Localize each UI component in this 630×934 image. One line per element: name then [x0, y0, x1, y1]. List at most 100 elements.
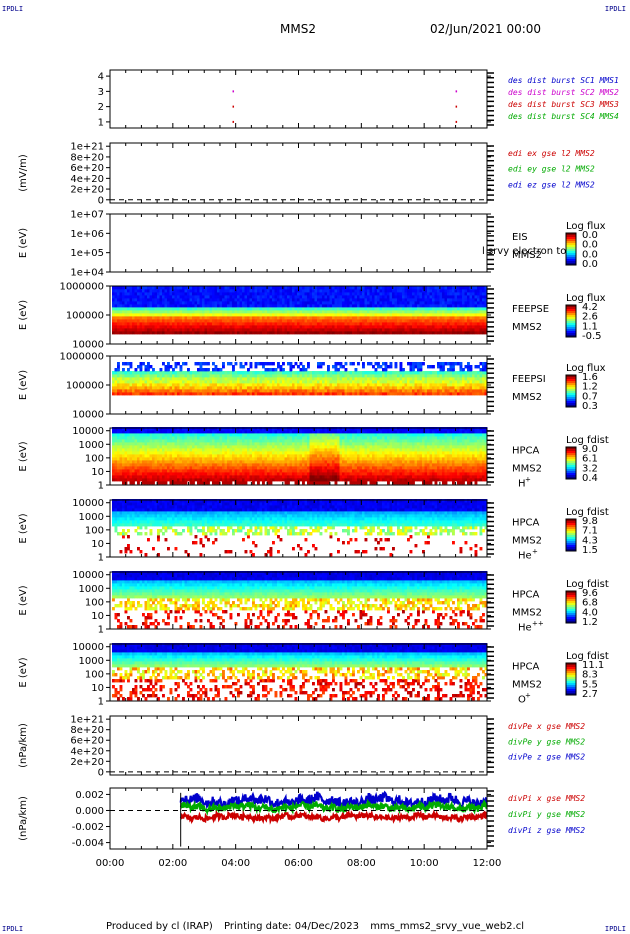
spectrogram-cell — [294, 286, 298, 290]
spectrogram-cell — [174, 316, 178, 320]
spectrogram-cell — [422, 386, 425, 390]
spectrogram-cell — [124, 451, 128, 455]
spectrogram-cell — [179, 472, 183, 476]
spectrogram-cell — [339, 304, 343, 308]
spectrogram-cell — [119, 392, 123, 396]
spectrogram-cell — [349, 286, 353, 290]
spectrogram-cell — [169, 289, 173, 293]
spectrogram-cell — [249, 371, 253, 375]
spectrogram-cell — [192, 289, 195, 293]
spectrogram-cell — [477, 328, 480, 332]
spectrogram-cell — [137, 365, 140, 369]
spectrogram-cell — [224, 286, 228, 290]
spectrogram-cell — [142, 301, 145, 305]
spectrogram-cell — [179, 442, 183, 446]
spectrogram-cell — [164, 472, 168, 476]
colorbar-step — [566, 379, 576, 382]
spectrogram-cell — [172, 439, 175, 443]
spectrogram-cell — [259, 316, 263, 320]
spectrogram-cell — [169, 325, 173, 329]
spectrogram-cell — [304, 319, 308, 323]
spectrogram-cell — [142, 478, 145, 482]
spectrogram-cell — [222, 292, 225, 296]
spectrogram-cell — [412, 374, 415, 378]
spectrogram-cell — [217, 301, 220, 305]
spectrogram-cell — [482, 319, 485, 323]
spectrogram-cell — [377, 304, 380, 308]
spectrogram-cell — [449, 286, 453, 290]
spectrogram-cell — [137, 310, 140, 314]
spectrogram-cell — [437, 383, 440, 387]
spectrogram-cell — [122, 478, 125, 482]
spectrogram-cell — [277, 313, 280, 317]
spectrogram-cell — [347, 377, 350, 381]
spectrogram-cell — [419, 392, 423, 396]
spectrogram-cell — [394, 371, 398, 375]
spectrogram-cell — [382, 325, 385, 329]
spectrogram-cell — [332, 307, 335, 311]
spectrogram-cell — [317, 310, 320, 314]
spectrogram-cell — [199, 295, 203, 299]
spectrogram-cell — [212, 383, 215, 387]
spectrogram-cell — [139, 389, 143, 393]
spectrogram-cell — [199, 481, 203, 485]
spectrogram-cell — [467, 319, 470, 323]
spectrogram-cell — [354, 313, 358, 317]
corner-label-top-right: IPDLI — [604, 5, 626, 13]
spectrogram-cell — [147, 436, 150, 440]
spectrogram-cell — [207, 325, 210, 329]
spectrogram-cell — [312, 386, 315, 390]
spectrogram-cell — [302, 319, 305, 323]
spectrogram-cell — [164, 389, 168, 393]
spectrogram-cell — [342, 307, 345, 311]
spectrogram-cell — [167, 433, 170, 437]
spectrogram-cell — [324, 392, 328, 396]
spectrogram-cell — [179, 448, 183, 452]
spectrogram-cell — [149, 469, 153, 473]
spectrogram-cell — [204, 466, 208, 470]
spectrogram-cell — [167, 289, 170, 293]
spectrogram-cell — [329, 371, 333, 375]
spectrogram-cell — [299, 377, 303, 381]
spectrogram-cell — [362, 328, 365, 332]
spectrogram-cell — [132, 427, 135, 431]
colorbar-step — [566, 403, 576, 406]
spectrogram-cell — [192, 436, 195, 440]
spectrogram-cell — [284, 392, 288, 396]
spectrogram-cell — [192, 374, 195, 378]
spectrogram-cell — [149, 451, 153, 455]
spectrogram-cell — [367, 295, 370, 299]
spectrogram-cell — [112, 386, 115, 390]
spectrogram-cell — [412, 328, 415, 332]
spectrogram-cell — [344, 383, 348, 387]
spectrogram-cell — [187, 475, 190, 479]
spectrogram-cell — [467, 322, 470, 326]
spectrogram-cell — [257, 331, 260, 335]
spectrogram-cell — [384, 389, 388, 393]
spectrogram-cell — [214, 386, 218, 390]
spectrogram-cell — [404, 319, 408, 323]
spectrogram-cell — [134, 463, 138, 467]
spectrogram-cell — [202, 463, 205, 467]
spectrogram-cell — [212, 286, 215, 290]
spectrogram-cell — [304, 310, 308, 314]
spectrogram-cell — [119, 460, 123, 464]
spectrogram-cell — [314, 304, 318, 308]
spectrogram-cell — [157, 481, 160, 485]
spectrogram-image — [112, 427, 488, 485]
spectrogram-cell — [122, 433, 125, 437]
spectrogram-cell — [224, 331, 228, 335]
spectrogram-cell — [479, 374, 483, 378]
spectrogram-cell — [162, 463, 165, 467]
spectrogram-cell — [464, 295, 468, 299]
spectrogram-cell — [462, 307, 465, 311]
spectrogram-cell — [402, 374, 405, 378]
spectrogram-cell — [469, 313, 473, 317]
spectrogram-cell — [277, 298, 280, 302]
spectrogram-cell — [144, 469, 148, 473]
spectrogram-cell — [379, 365, 383, 369]
spectrogram-cell — [459, 328, 463, 332]
spectrogram-cell — [467, 301, 470, 305]
spectrogram-cell — [192, 295, 195, 299]
spectrogram-cell — [314, 331, 318, 335]
